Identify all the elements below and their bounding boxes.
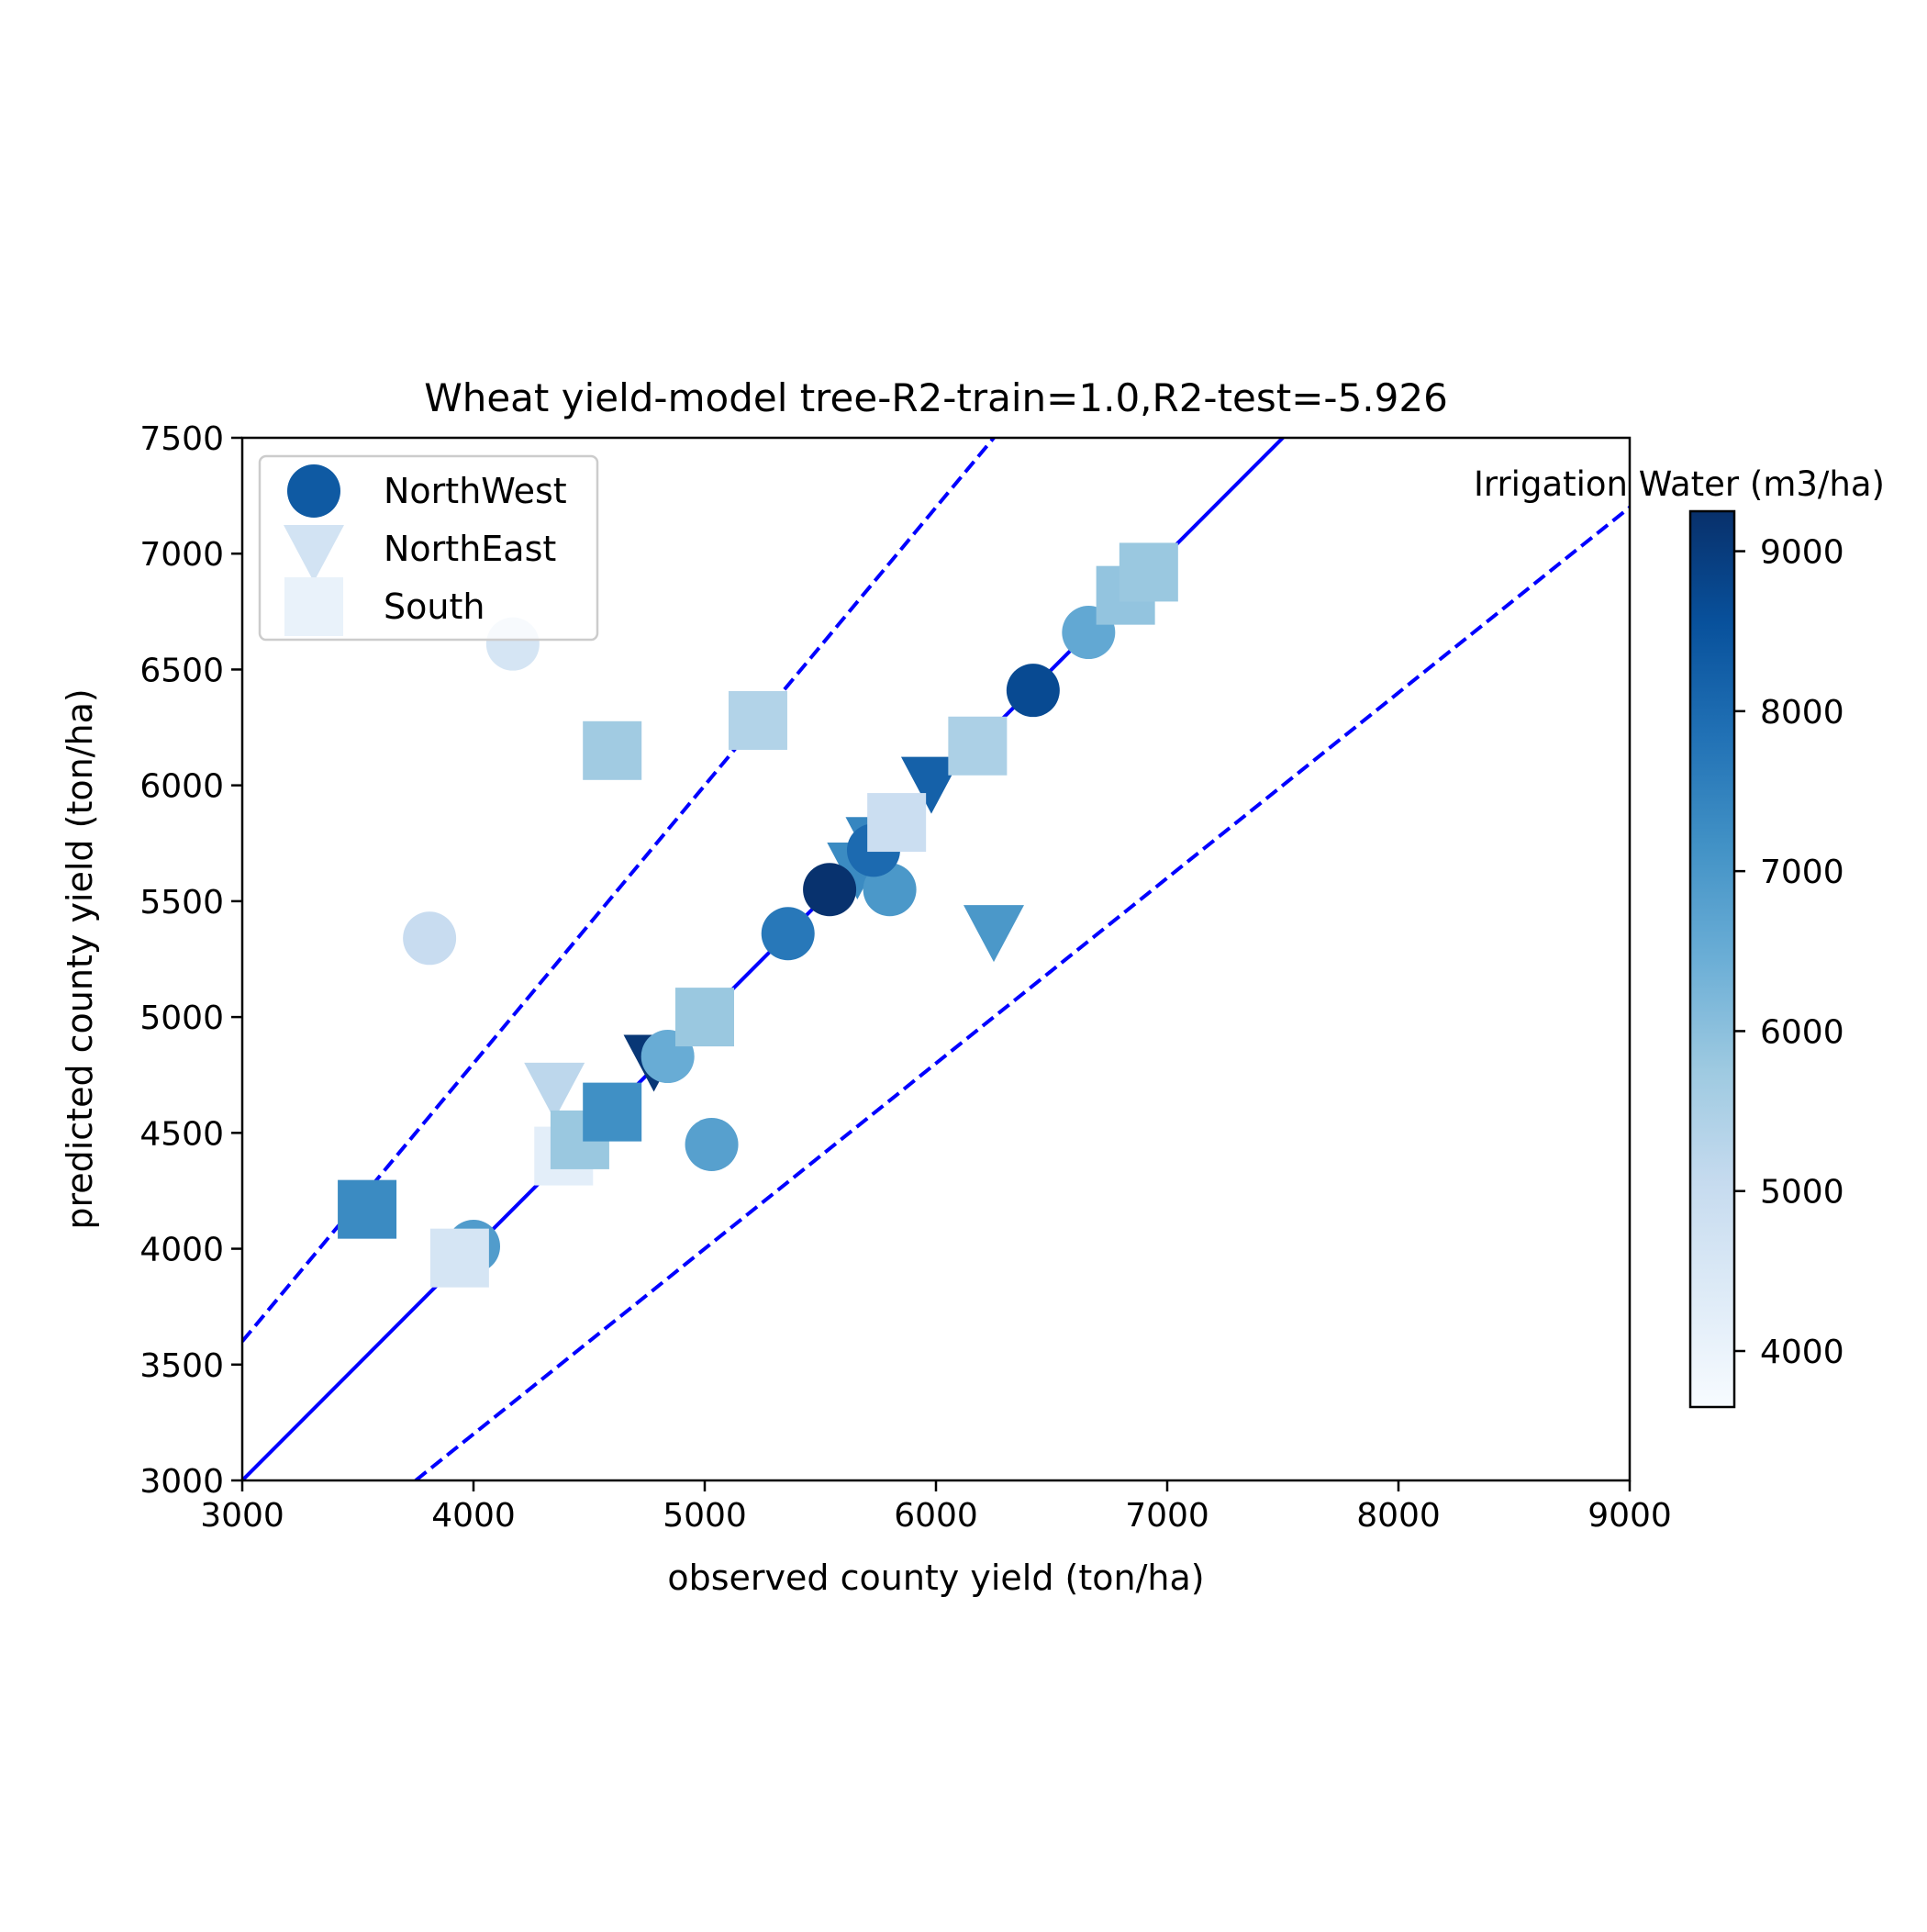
x-tick-label: 6000	[894, 1497, 978, 1535]
chart-title: Wheat yield-model tree-R2-train=1.0,R2-t…	[424, 375, 1448, 420]
data-point-square	[867, 793, 927, 853]
y-tick-label: 3500	[139, 1347, 224, 1385]
x-tick-label: 7000	[1125, 1497, 1209, 1535]
legend-label-northeast: NorthEast	[384, 529, 556, 569]
data-point-square	[429, 1228, 489, 1288]
y-axis-ticks: 3000 3500 4000 4500 5000 5500 6000 6500 7000 7500	[139, 420, 242, 1501]
series-south	[338, 542, 1178, 1288]
colorbar-tick-label: 9000	[1760, 534, 1844, 572]
data-point-square	[948, 716, 1008, 776]
x-tick-label: 8000	[1356, 1497, 1441, 1535]
legend-box	[258, 454, 599, 642]
y-tick-label: 3000	[139, 1463, 224, 1501]
y-tick-label: 4500	[139, 1115, 224, 1153]
y-tick-label: 6000	[139, 768, 224, 806]
colorbar-label: Irrigation Water (m3/ha)	[1474, 464, 1885, 504]
legend-marker-northwest	[287, 464, 340, 518]
colorbar-tick-label: 7000	[1760, 854, 1844, 891]
data-points	[338, 542, 1178, 1288]
data-point-square	[675, 988, 734, 1047]
legend: NorthWest NorthEast South	[258, 454, 599, 642]
y-axis-label: predicted county yield (ton/ha)	[60, 688, 100, 1229]
x-axis-ticks: 3000 4000 5000 6000 7000 8000 9000	[200, 1480, 1672, 1535]
y-tick-label: 6500	[139, 652, 224, 689]
data-point-triangle-down	[524, 1062, 585, 1120]
y-tick-label: 4000	[139, 1232, 224, 1269]
data-point-square	[583, 1082, 642, 1142]
data-point-circle	[1006, 664, 1060, 718]
data-point-triangle-down	[900, 756, 962, 814]
y-tick-label: 7500	[139, 420, 224, 458]
colorbar-tick-label: 8000	[1760, 694, 1844, 731]
colorbar-tick-label: 5000	[1760, 1174, 1844, 1212]
colorbar-tick-label: 4000	[1760, 1334, 1844, 1371]
legend-label-northwest: NorthWest	[384, 471, 567, 511]
data-point-circle	[803, 863, 857, 917]
y-tick-label: 5500	[139, 884, 224, 921]
colorbar-ticks: 4000 5000 6000 7000 8000 9000	[1734, 534, 1844, 1371]
data-point-circle	[685, 1117, 739, 1171]
data-point-circle	[403, 911, 457, 966]
y-tick-label: 7000	[139, 536, 224, 574]
data-point-circle	[761, 907, 815, 961]
data-point-square	[728, 690, 787, 750]
data-point-square	[338, 1179, 397, 1239]
data-point-square	[1119, 542, 1178, 602]
data-point-triangle-down	[964, 905, 1024, 963]
legend-marker-northeast	[284, 525, 344, 582]
legend-marker-south	[284, 577, 343, 636]
x-tick-label: 3000	[200, 1497, 284, 1535]
colorbar: 4000 5000 6000 7000 8000 9000 Irrigation Wate…	[1474, 464, 1885, 1409]
y-tick-label: 5000	[139, 1000, 224, 1037]
legend-label-south: South	[384, 586, 485, 627]
x-tick-label: 9000	[1587, 1497, 1672, 1535]
colorbar-tick-label: 6000	[1760, 1013, 1844, 1051]
data-point-square	[583, 720, 642, 780]
x-axis-label: observed county yield (ton/ha)	[667, 1558, 1204, 1598]
colorbar-gradient	[1688, 509, 1736, 1409]
reference-line-dashed-2	[412, 506, 1630, 1480]
x-tick-label: 4000	[431, 1497, 516, 1535]
x-tick-label: 5000	[663, 1497, 747, 1535]
